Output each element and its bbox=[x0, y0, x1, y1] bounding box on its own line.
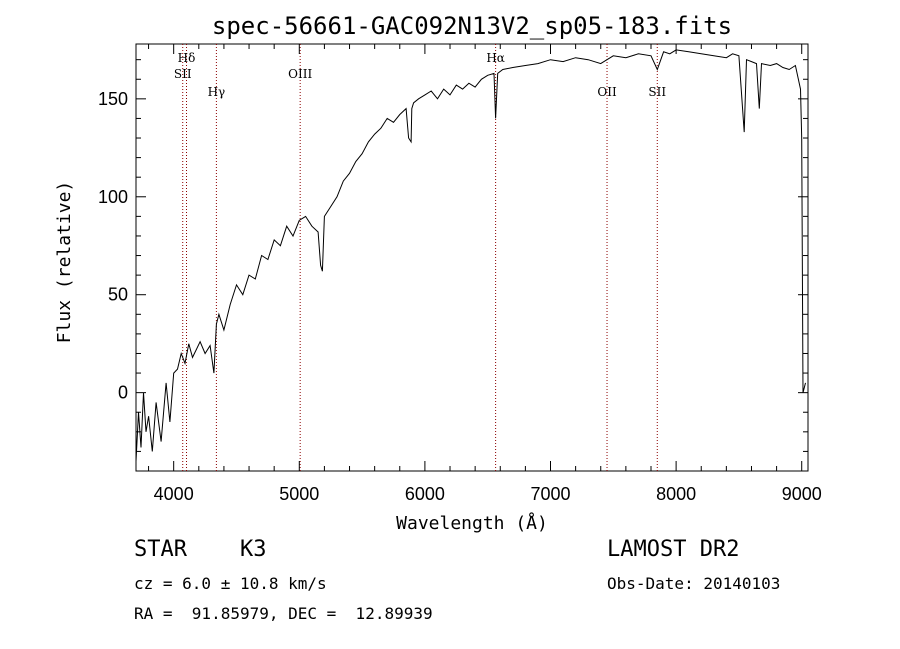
object-subclass: K3 bbox=[240, 537, 267, 562]
plot-frame bbox=[135, 43, 809, 472]
spectrum-line bbox=[135, 49, 806, 462]
x-tick-label: 9000 bbox=[782, 484, 822, 504]
object-class: STAR bbox=[134, 537, 187, 562]
x-tick-label: 4000 bbox=[154, 484, 194, 504]
marker-label: SII bbox=[648, 85, 666, 99]
marker-label: Hγ bbox=[208, 85, 226, 99]
x-tick-label: 8000 bbox=[656, 484, 696, 504]
redshift-cz: cz = 6.0 ± 10.8 km/s bbox=[134, 574, 327, 593]
y-tick-label: 150 bbox=[98, 89, 128, 109]
x-tick-label: 6000 bbox=[405, 484, 445, 504]
marker-label: SII bbox=[174, 67, 192, 81]
marker-label: Hδ bbox=[178, 51, 196, 65]
marker-label: Hα bbox=[486, 51, 505, 65]
coordinates: RA = 91.85979, DEC = 12.89939 bbox=[134, 604, 433, 623]
y-tick-label: 0 bbox=[118, 383, 128, 403]
y-axis-title: Flux (relative) bbox=[54, 181, 75, 344]
marker-label: OIII bbox=[288, 67, 312, 81]
marker-label: OII bbox=[597, 85, 617, 99]
chart-title: spec-56661-GAC092N13V2_sp05-183.fits bbox=[212, 12, 732, 40]
y-tick-label: 50 bbox=[108, 285, 128, 305]
survey-name: LAMOST DR2 bbox=[607, 537, 740, 562]
x-tick-label: 5000 bbox=[279, 484, 319, 504]
observation-date: Obs-Date: 20140103 bbox=[607, 574, 781, 593]
x-tick-label: 7000 bbox=[530, 484, 570, 504]
x-axis-title: Wavelength (Å) bbox=[396, 512, 548, 534]
y-tick-label: 100 bbox=[98, 187, 128, 207]
